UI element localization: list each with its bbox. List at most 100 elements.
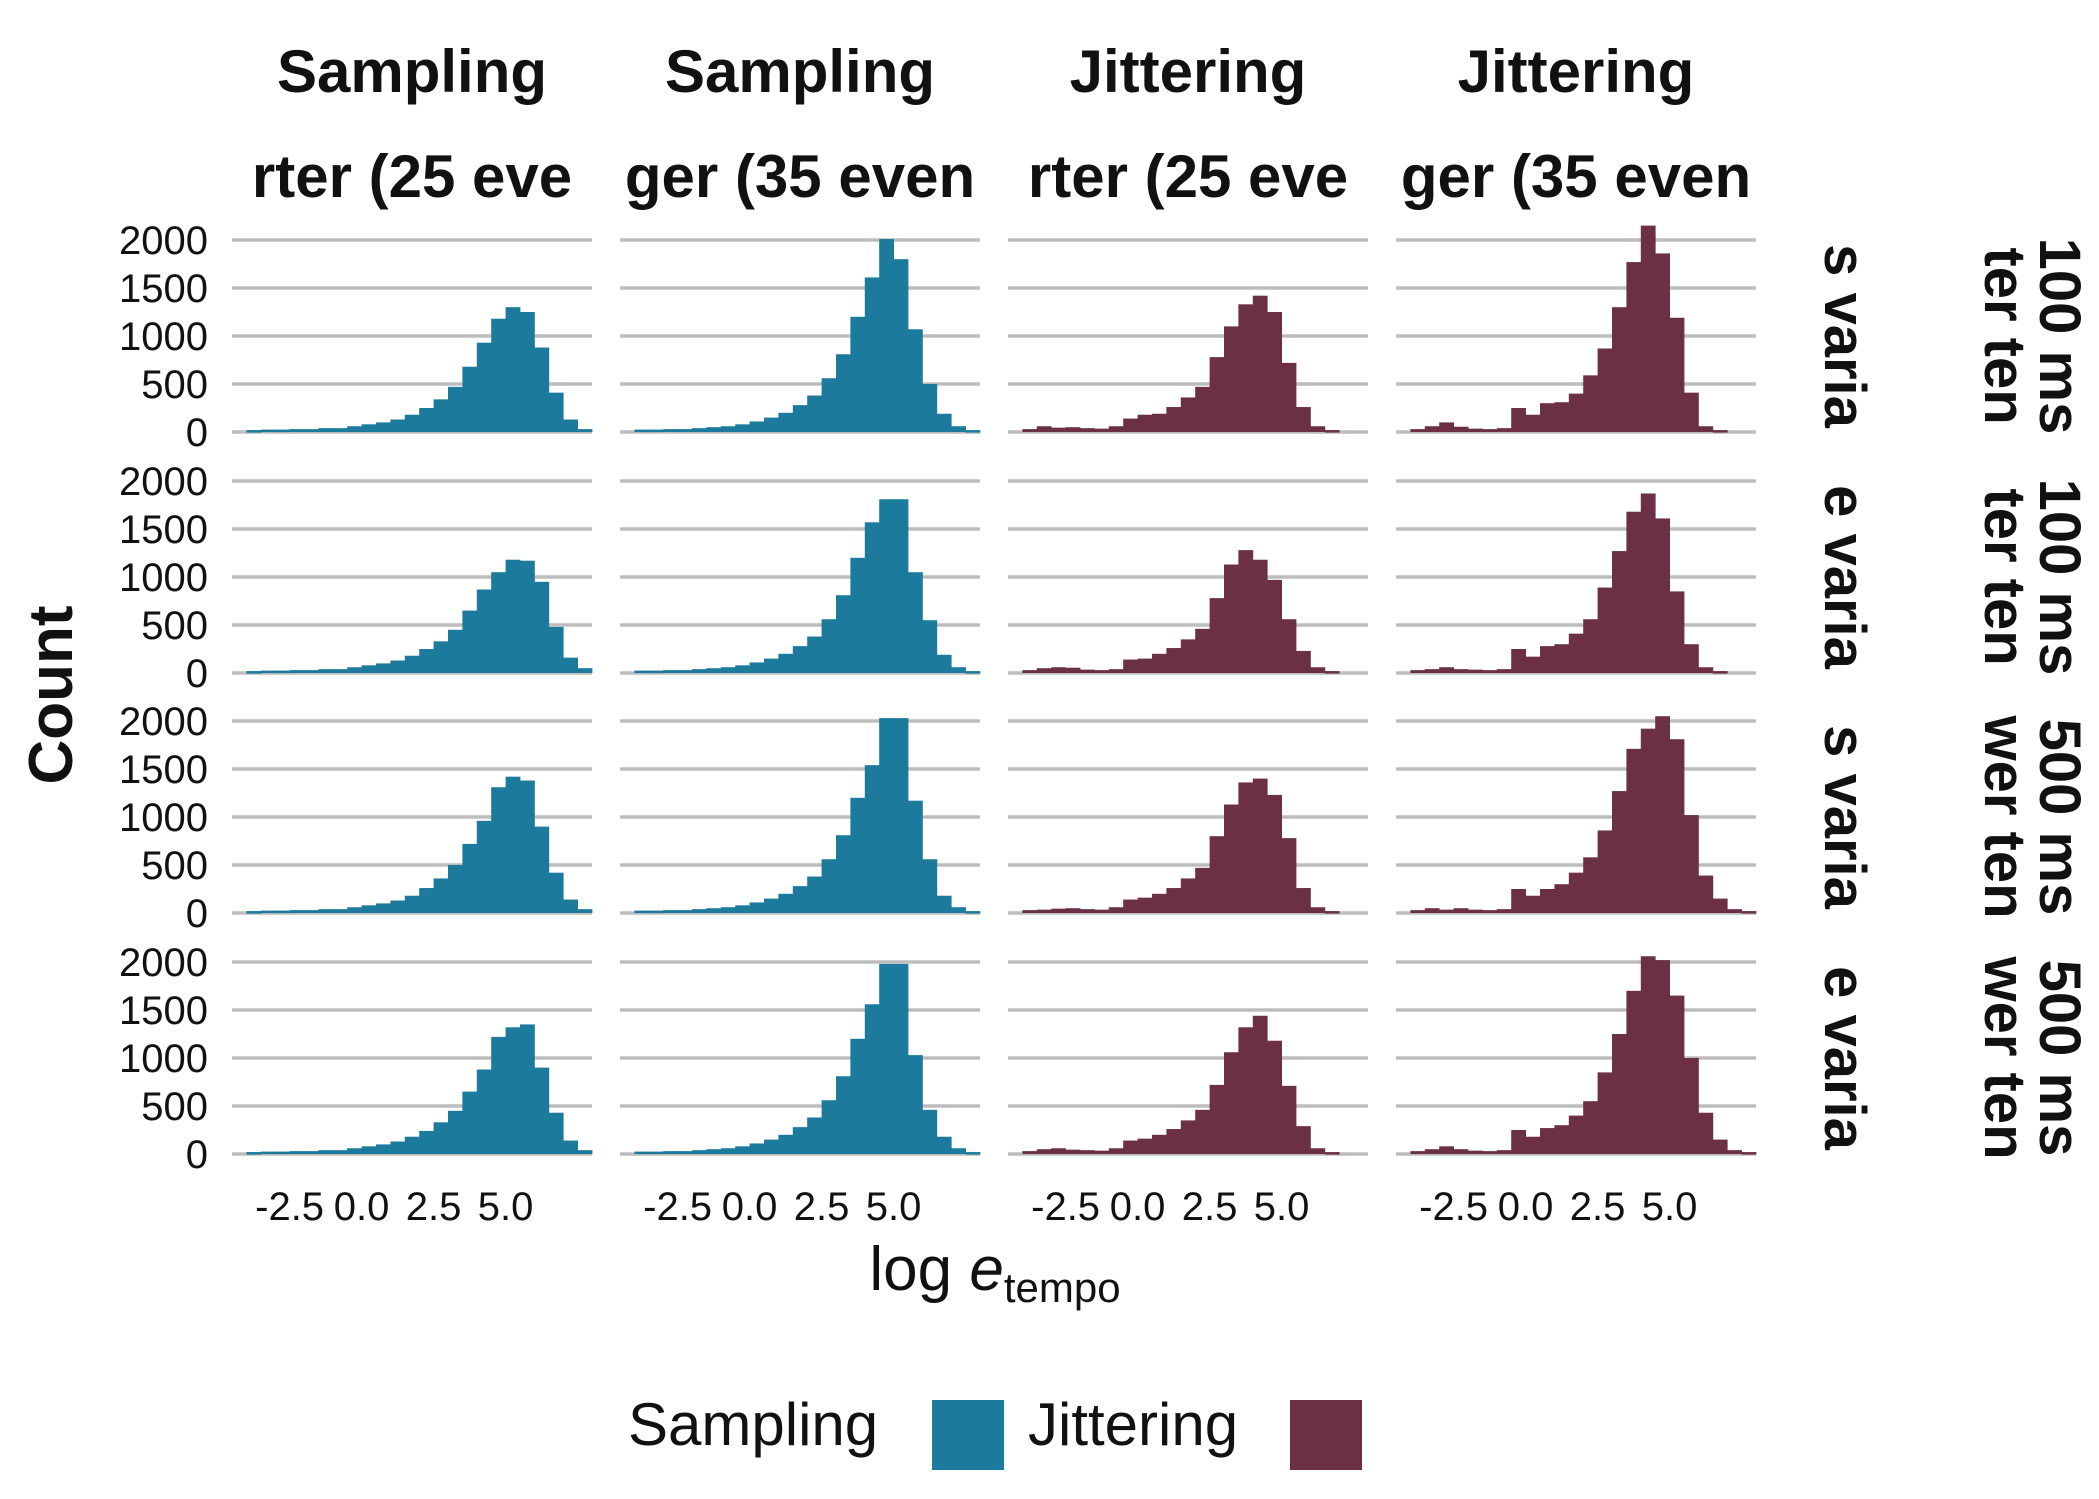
histogram-bar xyxy=(1252,295,1268,432)
histogram-bar xyxy=(1410,1151,1426,1154)
histogram-bar xyxy=(720,1148,736,1154)
histogram-bar xyxy=(1741,1152,1757,1155)
row-strip-text: wer ten xyxy=(1972,714,2037,918)
histogram-bar xyxy=(275,1151,290,1155)
histogram-bar xyxy=(1410,910,1426,913)
x-tick-label: -2.5 xyxy=(643,1185,712,1229)
histogram-bar xyxy=(1554,1125,1570,1154)
histogram-bar xyxy=(1080,1150,1095,1154)
histogram-bar xyxy=(807,395,822,432)
histogram-bar xyxy=(1741,911,1757,914)
histogram-bar xyxy=(850,1038,866,1154)
histogram-bar xyxy=(260,1151,276,1155)
histogram-bar xyxy=(548,392,564,432)
histogram-bar xyxy=(1496,909,1512,913)
histogram-bar xyxy=(1310,907,1326,913)
y-tick-label: 0 xyxy=(186,411,208,455)
histogram-bar xyxy=(448,629,463,673)
histogram-bar xyxy=(433,1122,449,1154)
histogram-bar xyxy=(1267,579,1282,673)
histogram-bar xyxy=(792,886,808,913)
histogram-bar xyxy=(1180,397,1196,432)
histogram-bar xyxy=(376,1144,391,1154)
column-strip-method: Sampling xyxy=(665,38,935,105)
histogram-bar xyxy=(1310,667,1326,673)
histogram-bar xyxy=(1626,990,1642,1154)
histogram-bar xyxy=(1051,1148,1066,1154)
histogram-bar xyxy=(1453,908,1469,913)
histogram-bar xyxy=(1640,956,1656,1154)
histogram-bar xyxy=(1065,1149,1081,1154)
histogram-bar xyxy=(1540,1128,1555,1154)
histogram-bar xyxy=(577,429,593,432)
histogram-bar xyxy=(390,1141,406,1154)
histogram-bar xyxy=(634,910,650,914)
histogram-bar xyxy=(332,428,348,432)
histogram-bar xyxy=(1712,430,1728,433)
histogram-bar xyxy=(1568,872,1584,913)
histogram-bar xyxy=(764,898,779,913)
histogram-bar xyxy=(1022,429,1038,432)
histogram-bar xyxy=(1152,413,1167,432)
histogram-bar xyxy=(1108,1148,1124,1154)
histogram-bar xyxy=(347,667,362,673)
histogram-bar xyxy=(304,429,319,432)
histogram-bar xyxy=(648,910,664,914)
y-tick-label: 500 xyxy=(141,363,208,407)
histogram-bar xyxy=(419,888,434,913)
histogram-bar xyxy=(879,718,894,913)
histogram-bar xyxy=(1583,619,1598,673)
histogram-bar xyxy=(663,1151,678,1154)
histogram-bar xyxy=(1540,889,1555,913)
histogram-bar xyxy=(1525,656,1541,673)
histogram-bar xyxy=(433,878,449,913)
histogram-bar xyxy=(1296,888,1311,913)
histogram-bar xyxy=(289,910,305,913)
x-tick-label: 5.0 xyxy=(1642,1185,1698,1229)
histogram-bar xyxy=(1166,407,1182,432)
histogram-bar xyxy=(893,718,909,913)
histogram-bar xyxy=(246,911,262,914)
histogram-bar xyxy=(1267,312,1282,432)
histogram-bar xyxy=(1108,669,1124,673)
histogram-bar xyxy=(1482,670,1498,673)
histogram-bar xyxy=(648,670,664,674)
histogram-bar xyxy=(1684,815,1699,913)
histogram-bar xyxy=(1166,648,1182,673)
histogram-bar xyxy=(1496,1150,1512,1154)
histogram-bar xyxy=(936,895,952,913)
histogram-bar xyxy=(1137,897,1153,913)
histogram-bar xyxy=(1612,551,1627,673)
histogram-bar xyxy=(1281,362,1297,432)
histogram-bar xyxy=(404,414,420,432)
histogram-bar xyxy=(563,1140,578,1154)
histogram-bar xyxy=(1424,669,1440,673)
histogram-bar xyxy=(1612,791,1627,913)
histogram-bar xyxy=(879,239,894,432)
column-strips: Sampling rter (25 eve Sampling ger (35 even… xyxy=(252,38,1751,210)
histogram-bar xyxy=(965,1152,981,1155)
histogram-bar xyxy=(1568,1115,1584,1154)
histogram-bar xyxy=(1684,1058,1699,1154)
histogram-bar xyxy=(936,413,952,432)
y-tick-label: 0 xyxy=(186,892,208,936)
histogram-bar xyxy=(706,1149,722,1154)
row-strip-text: 100 ms xyxy=(2027,479,2092,676)
histogram-bar xyxy=(735,424,750,432)
row-strip-text: ter ten xyxy=(1972,488,2037,665)
histogram-bar xyxy=(1238,304,1254,432)
histogram-bar xyxy=(1209,598,1225,673)
histogram-bar xyxy=(1410,670,1426,673)
histogram-bar xyxy=(289,1151,305,1154)
histogram-bar xyxy=(1252,778,1268,913)
histogram-bar xyxy=(1094,428,1110,432)
histogram-bar xyxy=(462,1091,478,1154)
histogram-bar xyxy=(361,1146,377,1154)
histogram-bar xyxy=(1195,867,1210,913)
y-tick-label: 1500 xyxy=(119,989,208,1033)
histogram-bar xyxy=(318,669,334,673)
histogram-bar xyxy=(577,909,593,913)
histogram-bar xyxy=(1712,898,1728,913)
histogram-bar xyxy=(390,419,406,432)
histogram-bar xyxy=(534,1067,550,1154)
